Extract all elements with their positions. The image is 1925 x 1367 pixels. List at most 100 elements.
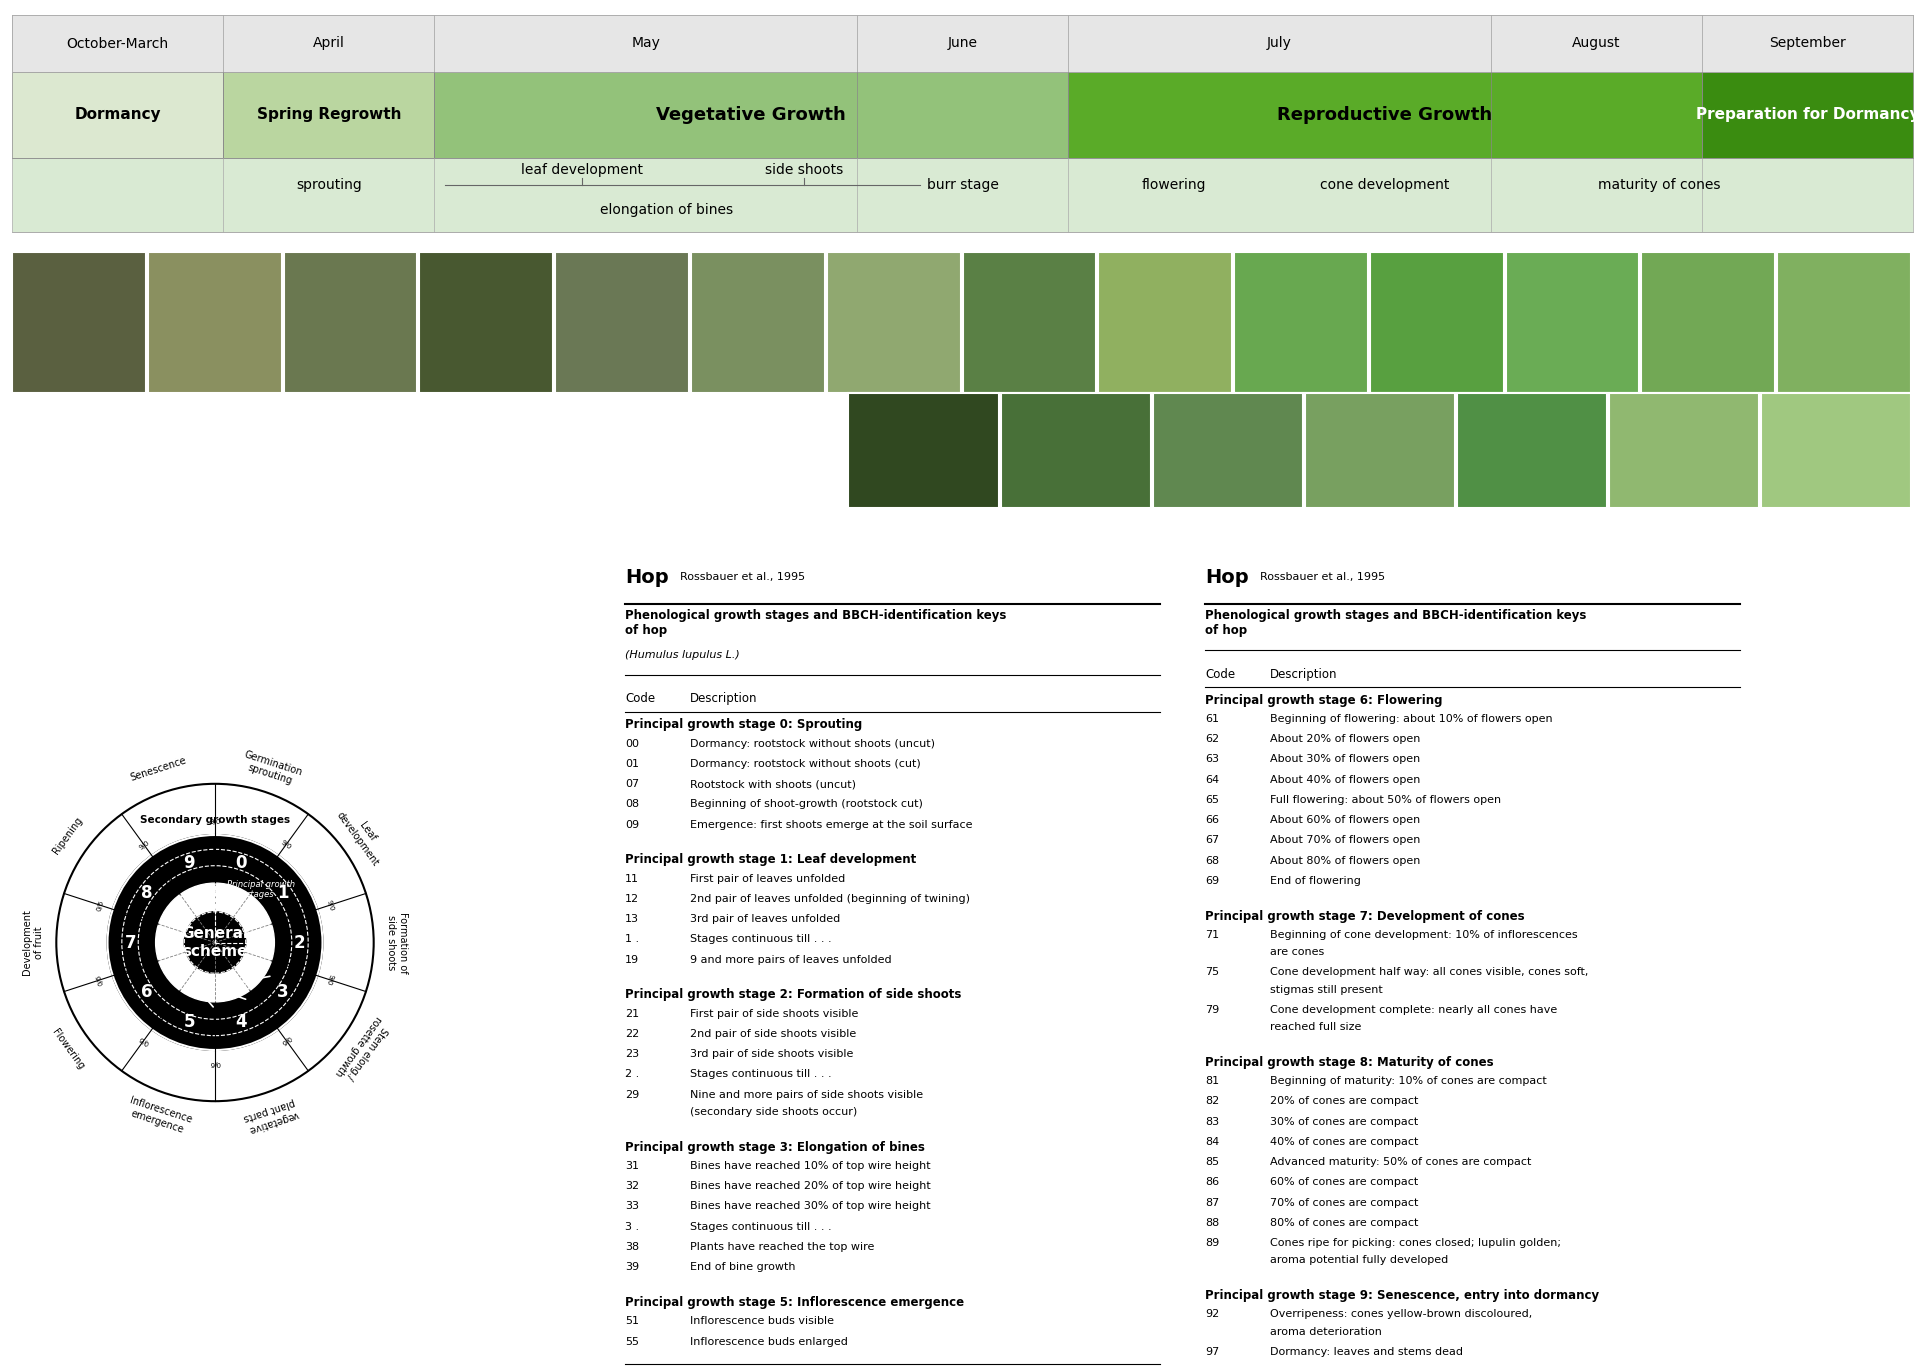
Text: Germination
sprouting: Germination sprouting: [239, 749, 304, 789]
Text: 8: 8: [141, 884, 152, 902]
Text: 70% of cones are compact: 70% of cones are compact: [1270, 1197, 1419, 1207]
Text: 86: 86: [1205, 1177, 1219, 1188]
Text: 3: 3: [277, 983, 289, 1001]
Text: First pair of side shoots visible: First pair of side shoots visible: [689, 1009, 859, 1018]
Text: About 30% of flowers open: About 30% of flowers open: [1270, 755, 1421, 764]
Text: About 70% of flowers open: About 70% of flowers open: [1270, 835, 1421, 845]
Text: 84: 84: [1205, 1137, 1219, 1147]
Text: 3rd pair of side shoots visible: 3rd pair of side shoots visible: [689, 1050, 853, 1059]
Text: 9: 9: [183, 853, 194, 872]
Text: 0/6: 0/6: [96, 899, 104, 912]
Text: Code: Code: [1205, 668, 1236, 681]
Circle shape: [108, 835, 323, 1050]
Text: 66: 66: [1205, 815, 1219, 826]
Text: Inflorescence buds enlarged: Inflorescence buds enlarged: [689, 1337, 847, 1346]
Text: side shoots: side shoots: [764, 163, 843, 176]
Text: Cone development half way: all cones visible, cones soft,: Cone development half way: all cones vis…: [1270, 968, 1588, 977]
Text: aroma potential fully developed: aroma potential fully developed: [1270, 1255, 1448, 1266]
Text: (secondary side shoots occur): (secondary side shoots occur): [689, 1107, 857, 1117]
Text: Senescence: Senescence: [129, 756, 189, 783]
Text: About 20% of flowers open: About 20% of flowers open: [1270, 734, 1421, 744]
Text: 55: 55: [626, 1337, 639, 1346]
Text: Principal growth stage 5: Inflorescence emergence: Principal growth stage 5: Inflorescence …: [626, 1296, 964, 1310]
Text: 97: 97: [1205, 1346, 1219, 1357]
Text: 2nd pair of side shoots visible: 2nd pair of side shoots visible: [689, 1029, 857, 1039]
Text: 89: 89: [1205, 1239, 1219, 1248]
Text: Formation of
side shoots: Formation of side shoots: [387, 912, 408, 973]
Text: Inflorescence buds visible: Inflorescence buds visible: [689, 1316, 834, 1326]
Text: Plants have reached the top wire: Plants have reached the top wire: [689, 1241, 874, 1252]
Text: June: June: [947, 37, 978, 51]
Text: 32: 32: [626, 1181, 639, 1191]
Text: 75: 75: [1205, 968, 1219, 977]
Text: 68: 68: [1205, 856, 1219, 865]
Text: Principal growth stage 7: Development of cones: Principal growth stage 7: Development of…: [1205, 910, 1525, 923]
Text: 20% of cones are compact: 20% of cones are compact: [1270, 1096, 1419, 1106]
Text: Description: Description: [1270, 668, 1338, 681]
Text: 7: 7: [125, 934, 137, 951]
Text: Cones ripe for picking: cones closed; lupulin golden;: Cones ripe for picking: cones closed; lu…: [1270, 1239, 1561, 1248]
Text: 0: 0: [235, 853, 246, 872]
Text: About 60% of flowers open: About 60% of flowers open: [1270, 815, 1421, 826]
Text: Principal growth
stages: Principal growth stages: [227, 879, 295, 899]
Text: Rootstock with shoots (uncut): Rootstock with shoots (uncut): [689, 779, 857, 789]
Text: 23: 23: [626, 1050, 639, 1059]
Text: Preparation for Dormancy: Preparation for Dormancy: [1696, 108, 1919, 123]
Circle shape: [156, 883, 275, 1002]
Text: Overripeness: cones yellow-brown discoloured,: Overripeness: cones yellow-brown discolo…: [1270, 1310, 1532, 1319]
Text: Beginning of maturity: 10% of cones are compact: Beginning of maturity: 10% of cones are …: [1270, 1076, 1548, 1087]
Text: 71: 71: [1205, 930, 1219, 940]
Text: (Humulus lupulus L.): (Humulus lupulus L.): [626, 651, 739, 660]
Text: 87: 87: [1205, 1197, 1219, 1207]
Text: 07: 07: [626, 779, 639, 789]
Text: Spring Regrowth: Spring Regrowth: [256, 108, 400, 123]
Text: 3rd pair of leaves unfolded: 3rd pair of leaves unfolded: [689, 915, 839, 924]
Text: About 40% of flowers open: About 40% of flowers open: [1270, 775, 1421, 785]
Text: Code: Code: [626, 693, 654, 705]
Text: 2 .: 2 .: [626, 1069, 639, 1080]
Text: 2: 2: [293, 934, 304, 951]
Text: Dormancy: rootstock without shoots (uncut): Dormancy: rootstock without shoots (uncu…: [689, 738, 936, 749]
Text: 6: 6: [141, 983, 152, 1001]
Text: 92: 92: [1205, 1310, 1219, 1319]
Text: Dormancy: rootstock without shoots (cut): Dormancy: rootstock without shoots (cut): [689, 759, 920, 768]
Text: September: September: [1769, 37, 1846, 51]
Text: August: August: [1573, 37, 1621, 51]
Text: 9/0: 9/0: [325, 973, 335, 986]
Text: Flowering: Flowering: [50, 1028, 85, 1072]
Text: 33: 33: [626, 1202, 639, 1211]
Text: April: April: [314, 37, 345, 51]
Text: 4: 4: [235, 1013, 246, 1031]
Text: October-March: October-March: [67, 37, 169, 51]
Text: Principal growth stage 8: Maturity of cones: Principal growth stage 8: Maturity of co…: [1205, 1055, 1494, 1069]
Text: General
scheme: General scheme: [181, 927, 248, 958]
Text: 19: 19: [626, 954, 639, 965]
Text: 12: 12: [626, 894, 639, 904]
Text: 09: 09: [626, 820, 639, 830]
Text: 0/6: 0/6: [96, 973, 104, 986]
Text: Bines have reached 30% of top wire height: Bines have reached 30% of top wire heigh…: [689, 1202, 930, 1211]
Text: 01: 01: [626, 759, 639, 768]
Text: 3 .: 3 .: [626, 1222, 639, 1232]
Text: Rossbauer et al., 1995: Rossbauer et al., 1995: [1261, 573, 1386, 582]
Text: Stem elong./
rosette growth: Stem elong./ rosette growth: [333, 1014, 393, 1085]
Text: Beginning of shoot-growth (rootstock cut): Beginning of shoot-growth (rootstock cut…: [689, 800, 922, 809]
Text: 9/0: 9/0: [325, 899, 335, 912]
Text: 00: 00: [626, 738, 639, 749]
Text: 5: 5: [183, 1013, 194, 1031]
Text: 29: 29: [626, 1089, 639, 1099]
Text: 1 .: 1 .: [626, 935, 639, 945]
Text: 81: 81: [1205, 1076, 1219, 1087]
Text: 9/0: 9/0: [279, 839, 293, 850]
Text: Inflorescence
emergence: Inflorescence emergence: [125, 1095, 192, 1136]
Text: Hop: Hop: [626, 569, 668, 586]
Text: sprouting: sprouting: [296, 178, 362, 191]
Text: Ripening: Ripening: [50, 815, 85, 856]
Text: flowering: flowering: [1142, 178, 1205, 191]
Text: 64: 64: [1205, 775, 1219, 785]
Text: 0/6: 0/6: [279, 1035, 293, 1046]
Text: Leaf
development: Leaf development: [335, 802, 391, 868]
Text: 08: 08: [626, 800, 639, 809]
Text: Beginning of cone development: 10% of inflorescences: Beginning of cone development: 10% of in…: [1270, 930, 1578, 940]
Text: 61: 61: [1205, 714, 1219, 725]
